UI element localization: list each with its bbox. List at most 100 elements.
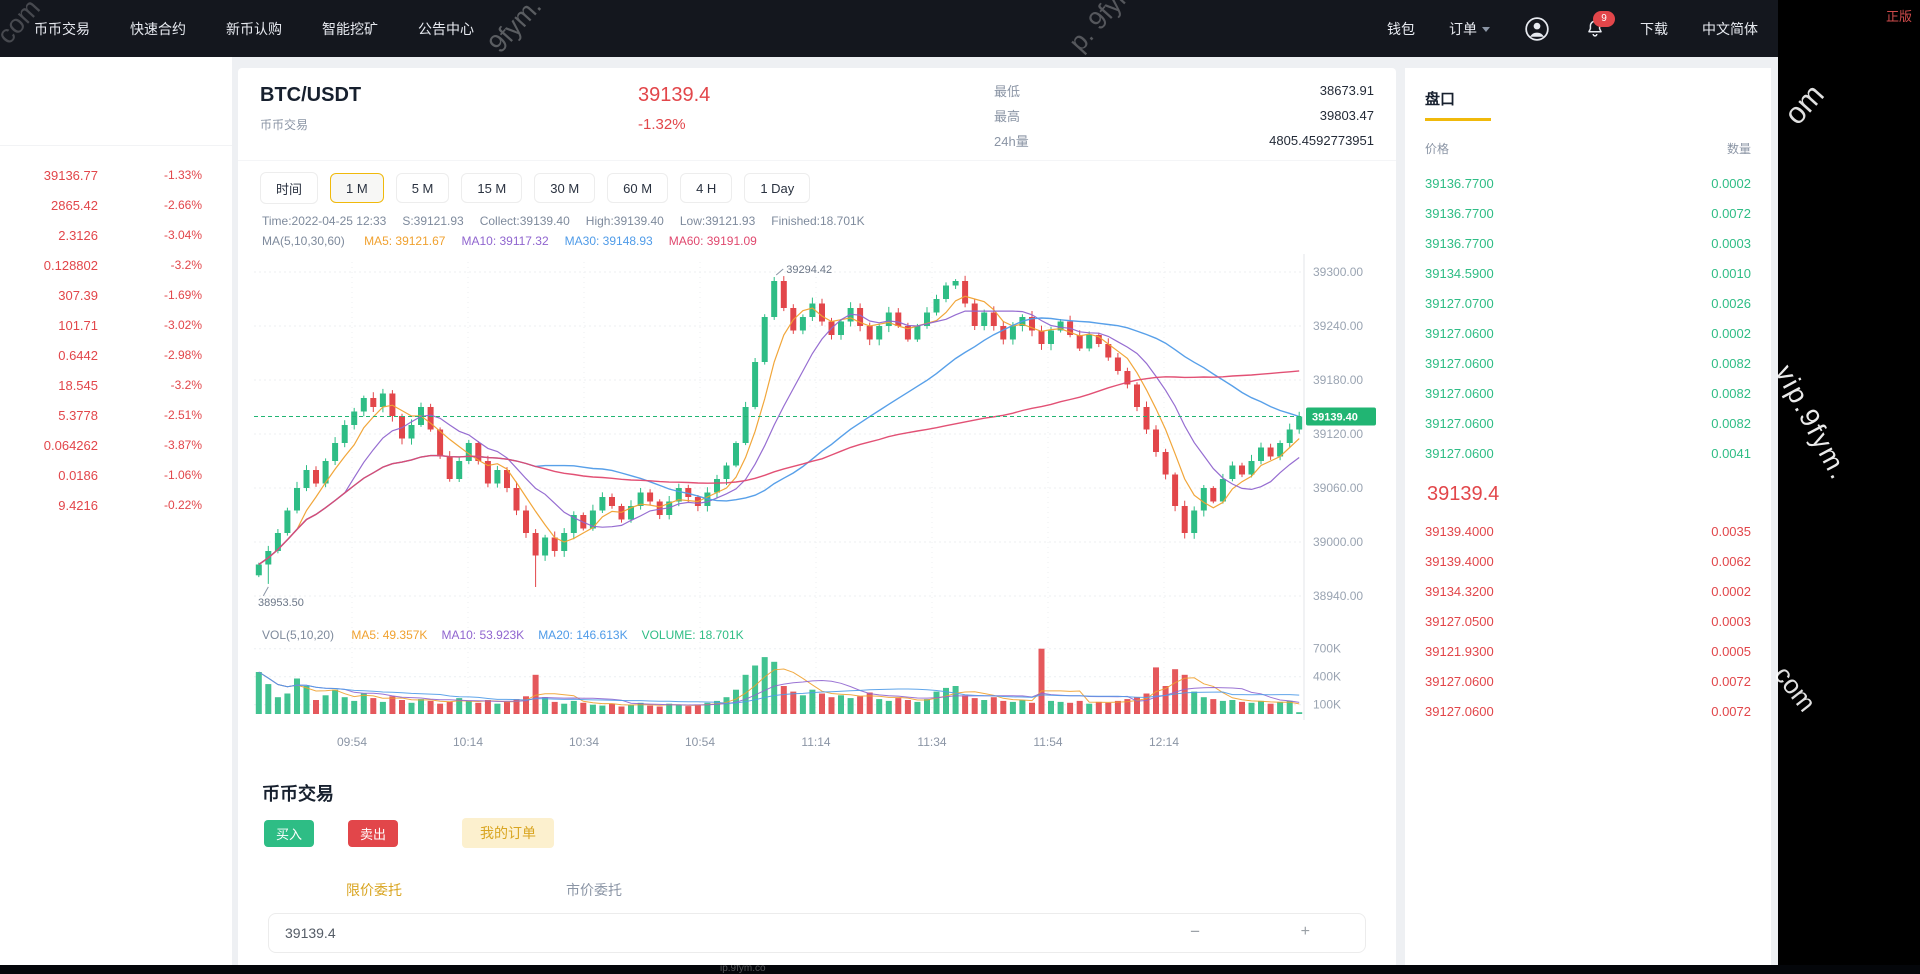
price-input[interactable]: 39139.4 − + [268,913,1366,953]
order-book-row[interactable]: 39139.4000 0.0035 [1405,516,1771,546]
market-row[interactable]: 5.3778 -2.51% [0,400,232,430]
timeframe-button[interactable]: 15 M [461,173,523,203]
market-row[interactable]: 2865.42 -2.66% [0,190,232,220]
order-book-row[interactable]: 39139.4000 0.0062 [1405,546,1771,576]
chevron-down-icon [1482,27,1490,33]
order-book-row[interactable]: 39121.9300 0.0005 [1405,636,1771,666]
my-orders-button[interactable]: 我的订单 [462,818,554,848]
trade-section-title: 币币交易 [262,784,334,804]
pair-change: -3.02% [163,318,202,332]
corner-tag: 正版 [1885,9,1912,24]
nav-item[interactable]: 智能挖矿 [322,20,378,37]
order-book-row[interactable]: 39127.0600 0.0082 [1405,408,1771,438]
svg-text:11:34: 11:34 [917,735,946,749]
pair-subtitle: 币币交易 [260,118,309,132]
order-price: 39121.9300 [1425,643,1494,659]
order-book-header: 价格 数量 [1425,140,1751,157]
svg-text:39300.00: 39300.00 [1313,265,1363,279]
order-book-row[interactable]: 39136.7700 0.0072 [1405,198,1771,228]
order-book-row[interactable]: 39134.3200 0.0002 [1405,576,1771,606]
stat-label: 最低 [994,84,1021,99]
timeframe-button[interactable]: 5 M [395,173,450,203]
pair-change: -0.22% [163,498,202,512]
pair-price: 39136.77 [43,167,98,183]
timeframe-button[interactable]: 1 Day [744,173,811,203]
stat-label: 24h量 [994,134,1029,149]
tab-market-order[interactable]: 市价委托 [566,882,622,898]
wallet-link[interactable]: 钱包 [1387,20,1415,37]
order-amount: 0.0002 [1711,583,1751,599]
order-amount: 0.0003 [1711,235,1751,251]
market-row[interactable]: 39136.77 -1.33% [0,160,232,190]
pair-change: -3.2% [170,258,202,272]
stat-high: 最高 39803.47 [994,103,1374,128]
order-book-row[interactable]: 39127.0600 0.0072 [1405,696,1771,726]
order-book-panel: 盘口 价格 数量 39136.7700 0.0002 39136.7700 0.007… [1405,68,1771,968]
order-book-row[interactable]: 39127.0600 0.0082 [1405,348,1771,378]
order-book-title: 盘口 [1425,91,1456,108]
svg-text:11:14: 11:14 [801,735,830,749]
increase-price-button[interactable]: + [1300,923,1310,940]
market-row[interactable]: 0.0186 -1.06% [0,460,232,490]
svg-text:39000.00: 39000.00 [1313,535,1363,549]
order-book-row[interactable]: 39136.7700 0.0003 [1405,228,1771,258]
market-row[interactable]: 0.6442 -2.98% [0,340,232,370]
pair-change: -3.87% [163,438,202,452]
ohlc-info: Time:2022-04-25 12:33 S:39121.93 Collect:3… [262,214,881,228]
notification-badge: 9 [1593,10,1615,27]
download-link[interactable]: 下载 [1640,20,1668,37]
order-book-row[interactable]: 39127.0600 0.0072 [1405,666,1771,696]
market-row[interactable]: 0.064262 -3.87% [0,430,232,460]
timeframe-button[interactable]: 60 M [607,173,669,203]
nav-item[interactable]: 公告中心 [418,20,474,37]
buy-button[interactable]: 买入 [264,820,314,847]
stat-value: 4805.4592773951 [1269,133,1374,148]
market-row[interactable]: 0.128802 -3.2% [0,250,232,280]
watermark: ip.9fym.co [720,963,766,974]
pair-change: -2.98% [163,348,202,362]
order-book-row[interactable]: 39127.0700 0.0026 [1405,288,1771,318]
nav-item[interactable]: 快速合约 [130,20,186,37]
decrease-price-button[interactable]: − [1190,922,1200,941]
profile-button[interactable] [1524,16,1550,42]
market-row[interactable]: 9.4216 -0.22% [0,490,232,520]
svg-text:39180.00: 39180.00 [1313,373,1363,387]
nav-item[interactable]: 新币认购 [226,20,282,37]
tab-limit-order[interactable]: 限价委托 [346,882,402,898]
pair-price: 0.0186 [58,467,98,483]
order-price: 39136.7700 [1425,175,1494,191]
order-book-row[interactable]: 39127.0600 0.0082 [1405,378,1771,408]
sell-button[interactable]: 卖出 [348,820,398,847]
timeframe-button[interactable]: 1 M [330,173,384,203]
notifications-button[interactable]: 9 [1584,10,1615,40]
nav-item[interactable]: 币币交易 [34,20,90,37]
indicator-value: MA30: 39148.93 [564,234,653,248]
market-row[interactable]: 307.39 -1.69% [0,280,232,310]
order-book-row[interactable]: 39127.0500 0.0003 [1405,606,1771,636]
order-book-row[interactable]: 39127.0600 0.0041 [1405,438,1771,468]
timeframe-button[interactable]: 30 M [534,173,596,203]
order-price: 39139.4000 [1425,523,1494,539]
order-price: 39127.0600 [1425,445,1494,461]
watermark: om [1778,78,1831,132]
market-row[interactable]: 18.545 -3.2% [0,370,232,400]
timeframe-button[interactable]: 4 H [680,173,733,203]
order-price: 39134.3200 [1425,583,1494,599]
market-row[interactable]: 101.71 -3.02% [0,310,232,340]
order-book-row[interactable]: 39127.0600 0.0002 [1405,318,1771,348]
pair-change: -3.2% [170,378,202,392]
svg-text:100K: 100K [1313,698,1341,712]
language-selector[interactable]: 中文简体 [1702,20,1758,37]
market-row[interactable]: 2.3126 -3.04% [0,220,232,250]
order-amount: 0.0072 [1711,205,1751,221]
svg-text:39139.40: 39139.40 [1312,412,1358,424]
order-price: 39134.5900 [1425,265,1494,281]
pair-price: 2865.42 [51,197,98,213]
svg-text:10:14: 10:14 [453,735,483,749]
order-amount: 0.0082 [1711,415,1751,431]
orders-dropdown[interactable]: 订单 [1449,19,1490,39]
order-book-row[interactable]: 39136.7700 0.0002 [1405,168,1771,198]
order-amount: 0.0072 [1711,703,1751,719]
order-book-row[interactable]: 39134.5900 0.0010 [1405,258,1771,288]
timeframe-group: 1 M 5 M 15 M 30 M 60 M 4 H 1 Day [330,173,811,203]
